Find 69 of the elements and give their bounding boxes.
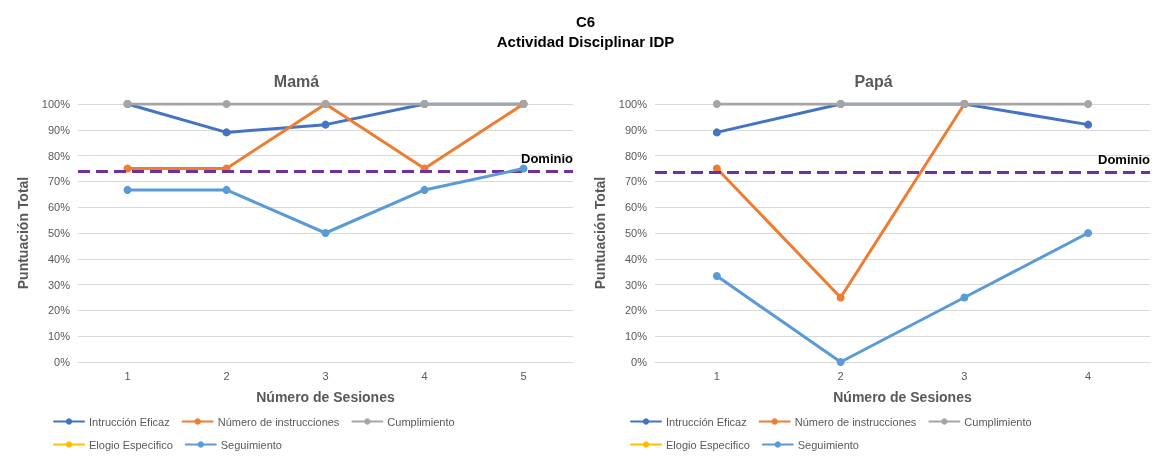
x-axis-title: Número de Sesiones [833, 389, 972, 405]
y-tick-label: 40% [47, 252, 71, 265]
legend-label: Seguimiento [797, 438, 859, 451]
x-tick-label: 3 [961, 369, 968, 382]
ref-line-label: Dominio [1098, 152, 1151, 168]
legend-label: Seguimiento [220, 438, 282, 451]
point [712, 272, 721, 281]
point [1084, 100, 1093, 108]
legend-label: Elogio Especifico [666, 438, 750, 451]
point [960, 293, 969, 302]
chart-title: Mamá [273, 72, 320, 90]
y-tick-label: 70% [624, 175, 648, 188]
y-tick-label: 100% [618, 98, 648, 110]
point [321, 120, 330, 129]
legend-label: Número de instrucciones [217, 415, 340, 428]
y-tick-label: 60% [47, 201, 71, 214]
text: Actividad Disciplinar IDP [495, 32, 676, 52]
y-tick-label: 30% [47, 278, 71, 291]
point [712, 128, 721, 137]
text: C6 [574, 12, 597, 32]
point [836, 293, 845, 302]
x-tick-label: 5 [520, 369, 527, 382]
y-tick-label: 90% [624, 123, 648, 136]
y-tick-label: 30% [624, 278, 648, 291]
y-tick-label: 70% [47, 175, 71, 188]
y-tick-label: 0% [631, 356, 648, 368]
point [123, 164, 132, 173]
x-tick-label: 2 [837, 369, 844, 382]
point [712, 100, 721, 108]
y-tick-label: 10% [47, 330, 71, 343]
point [519, 164, 528, 173]
x-tick-label: 2 [223, 369, 230, 382]
point [836, 358, 845, 366]
y-tick-label: 0% [54, 356, 71, 368]
point [222, 128, 231, 137]
chart-title: Papá [854, 72, 893, 90]
x-tick-label: 1 [713, 369, 720, 382]
point [321, 229, 330, 237]
ref-line-label: Dominio [521, 151, 574, 167]
x-tick-label: 4 [421, 369, 428, 382]
point [222, 185, 231, 194]
legend-label: Cumplimiento [387, 415, 455, 428]
y-tick-label: 40% [624, 252, 648, 265]
x-tick-label: 1 [124, 369, 131, 382]
y-tick-label: 80% [47, 149, 71, 162]
legend-label: Cumplimiento [964, 415, 1032, 428]
legend-label: Número de instrucciones [794, 415, 917, 428]
y-tick-label: 80% [624, 149, 648, 162]
y-tick-label: 10% [624, 330, 648, 343]
x-axis-title: Número de Sesiones [256, 389, 395, 405]
point [1084, 229, 1093, 237]
legend-label: Intrucción Eficaz [89, 415, 170, 428]
y-tick-label: 50% [624, 227, 648, 239]
y-axis-title: Puntuación Total [592, 176, 608, 290]
y-tick-label: 20% [47, 304, 71, 317]
x-tick-label: 4 [1085, 369, 1092, 382]
legend-label: Intrucción Eficaz [666, 415, 747, 428]
y-tick-label: 20% [624, 304, 648, 317]
y-tick-label: 50% [47, 227, 71, 239]
y-tick-label: 100% [41, 98, 71, 110]
y-tick-label: 60% [624, 201, 648, 214]
x-tick-label: 3 [322, 369, 329, 382]
point [1084, 120, 1093, 129]
point [222, 100, 231, 108]
point [420, 185, 429, 194]
point [123, 185, 132, 194]
y-tick-label: 90% [47, 123, 71, 136]
legend-label: Elogio Especifico [89, 438, 173, 451]
y-axis-title: Puntuación Total [15, 176, 31, 290]
